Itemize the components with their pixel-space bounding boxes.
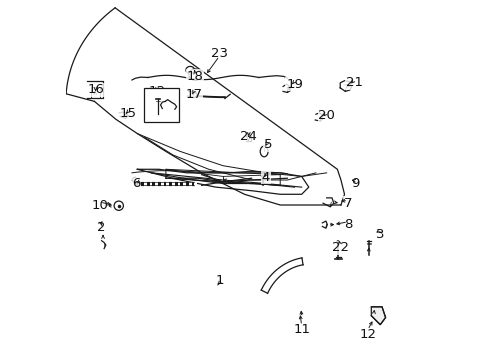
Text: 20: 20 — [318, 109, 334, 122]
Text: 14: 14 — [157, 104, 173, 118]
Text: 1: 1 — [215, 274, 224, 287]
Text: 19: 19 — [285, 78, 303, 91]
Polygon shape — [370, 307, 385, 325]
Text: 13: 13 — [148, 85, 165, 98]
Text: 6: 6 — [132, 177, 141, 190]
Text: 4: 4 — [261, 171, 269, 184]
Text: 5: 5 — [263, 139, 271, 152]
Text: 16: 16 — [87, 84, 104, 96]
Text: 10: 10 — [91, 198, 108, 212]
Text: 17: 17 — [185, 88, 202, 101]
Text: 23: 23 — [210, 47, 227, 60]
Text: 18: 18 — [186, 70, 203, 83]
Ellipse shape — [260, 146, 267, 157]
Text: 15: 15 — [120, 107, 137, 120]
Text: 21: 21 — [346, 76, 362, 89]
Text: 8: 8 — [343, 218, 351, 231]
Text: 9: 9 — [350, 177, 359, 190]
FancyBboxPatch shape — [143, 88, 179, 122]
Text: 7: 7 — [343, 197, 352, 210]
Text: 3: 3 — [375, 228, 384, 241]
Text: 22: 22 — [331, 241, 348, 255]
Text: 11: 11 — [293, 323, 309, 336]
Text: 12: 12 — [359, 328, 375, 341]
Text: 24: 24 — [240, 130, 257, 143]
Text: 2: 2 — [97, 221, 105, 234]
